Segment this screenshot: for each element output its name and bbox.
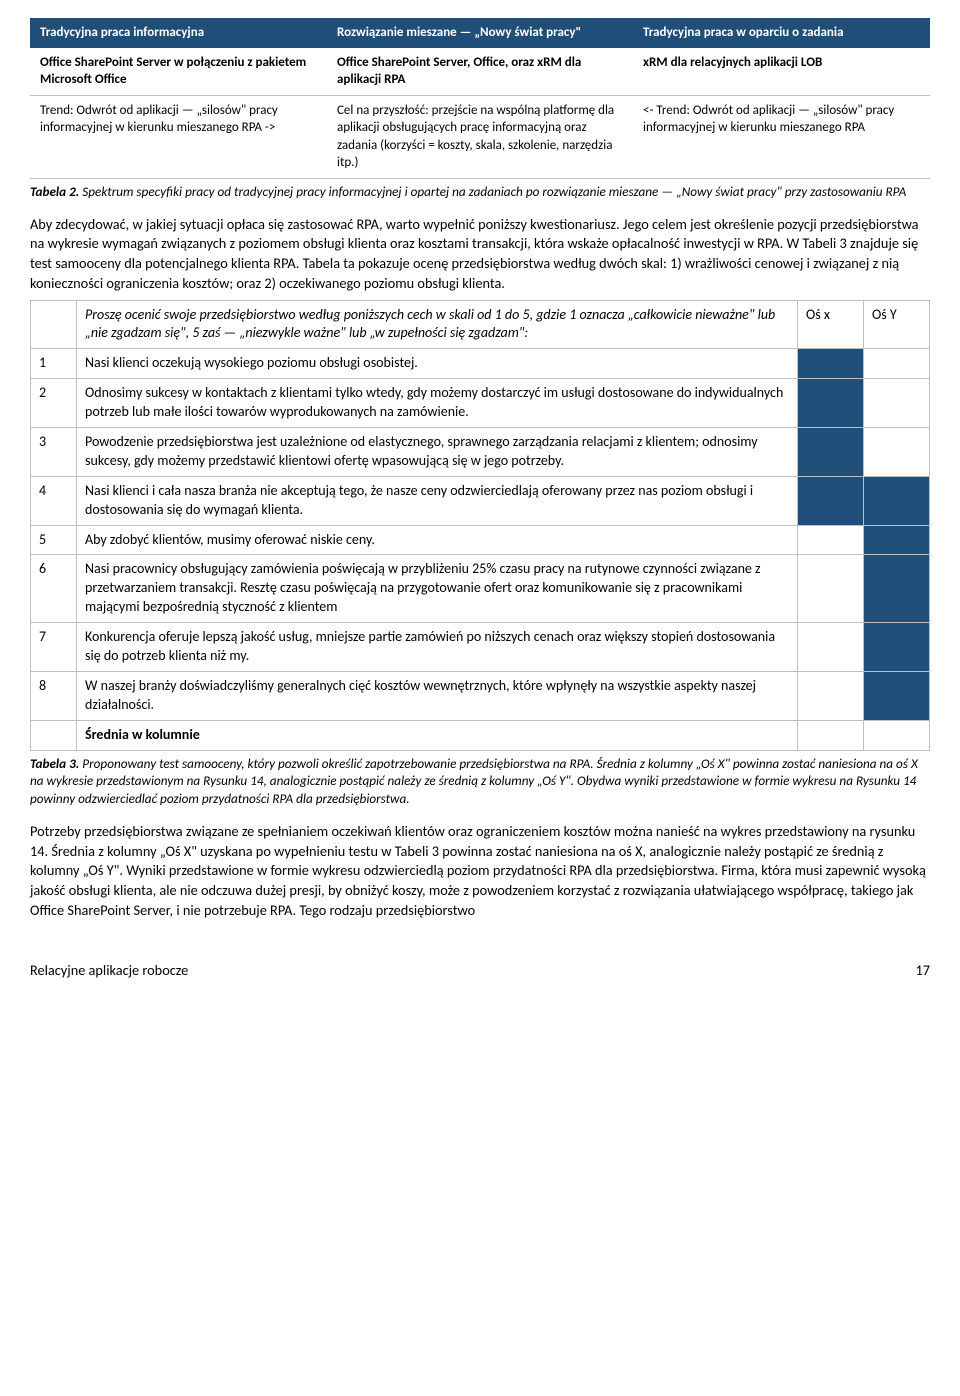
- tbl2-h3: Tradycyjna praca w oparciu o zadania: [633, 18, 930, 48]
- tbl3-row-text: W naszej branży doświadczyliśmy generaln…: [77, 671, 798, 720]
- tbl3-row-num: 5: [31, 525, 77, 555]
- tbl2-h1: Tradycyjna praca informacyjna: [30, 18, 327, 48]
- tbl3-avg-x: [798, 720, 864, 750]
- tbl3-row-x: [798, 525, 864, 555]
- caption-label: Tabela 2.: [30, 183, 79, 200]
- tbl2-r2c3: <- Trend: Odwrót od aplikacji — „silosów…: [633, 95, 930, 178]
- tbl3-row-text: Powodzenie przedsiębiorstwa jest uzależn…: [77, 427, 798, 476]
- tbl2-r2c2: Cel na przyszłość: przejście na wspólną …: [327, 95, 633, 178]
- tbl3-row-x: [798, 555, 864, 623]
- tbl3-blank: [31, 300, 77, 349]
- tbl3-row-text: Nasi klienci oczekują wysokiego poziomu …: [77, 349, 798, 379]
- tbl3-row-num: 8: [31, 671, 77, 720]
- caption-rest: Spektrum specyfiki pracy od tradycyjnej …: [79, 183, 906, 200]
- tbl3-intro: Proszę ocenić swoje przedsiębiorstwo wed…: [77, 300, 798, 349]
- tbl3-row-text: Aby zdobyć klientów, musimy oferować nis…: [77, 525, 798, 555]
- tbl3-row-x: [798, 349, 864, 379]
- tbl3-row-x: [798, 671, 864, 720]
- paragraph-1: Aby zdecydować, w jakiej sytuacji opłaca…: [30, 215, 930, 294]
- tbl3-row-num: 1: [31, 349, 77, 379]
- tbl2-r1c2: Office SharePoint Server, Office, oraz x…: [327, 48, 633, 96]
- tbl3-row-x: [798, 379, 864, 428]
- tbl3-avg: Średnia w kolumnie: [77, 720, 798, 750]
- tbl3-row-num: 7: [31, 623, 77, 672]
- table-2: Tradycyjna praca informacyjna Rozwiązani…: [30, 18, 930, 179]
- tbl3-row-text: Nasi pracownicy obsługujący zamówienia p…: [77, 555, 798, 623]
- tbl3-row-y: [864, 476, 930, 525]
- tbl3-row-x: [798, 476, 864, 525]
- tbl3-row-y: [864, 427, 930, 476]
- tbl3-avg-blank: [31, 720, 77, 750]
- tbl3-row-text: Odnosimy sukcesy w kontaktach z klientam…: [77, 379, 798, 428]
- tbl3-row-text: Nasi klienci i cała nasza branża nie akc…: [77, 476, 798, 525]
- tbl3-row-num: 6: [31, 555, 77, 623]
- tbl3-axx: Oś x: [798, 300, 864, 349]
- tbl3-row-y: [864, 349, 930, 379]
- tbl3-row-y: [864, 379, 930, 428]
- tbl3-row-x: [798, 623, 864, 672]
- tbl3-row-num: 3: [31, 427, 77, 476]
- tbl2-r2c1: Trend: Odwrót od aplikacji — „silosów" p…: [30, 95, 327, 178]
- table-2-caption: Tabela 2. Spektrum specyfiki pracy od tr…: [30, 183, 930, 201]
- tbl3-row-y: [864, 623, 930, 672]
- tbl3-row-y: [864, 555, 930, 623]
- tbl3-row-y: [864, 671, 930, 720]
- paragraph-2: Potrzeby przedsiębiorstwa związane ze sp…: [30, 822, 930, 921]
- table-3-caption: Tabela 3. Proponowany test samooceny, kt…: [30, 755, 930, 808]
- page-footer: Relacyjne aplikacje robocze 17: [30, 961, 930, 980]
- footer-page: 17: [916, 961, 931, 980]
- tbl3-row-x: [798, 427, 864, 476]
- tbl2-h2: Rozwiązanie mieszane — „Nowy świat pracy…: [327, 18, 633, 48]
- tbl2-r1c3: xRM dla relacyjnych aplikacji LOB: [633, 48, 930, 96]
- tbl3-row-text: Konkurencja oferuje lepszą jakość usług,…: [77, 623, 798, 672]
- tbl2-r1c1: Office SharePoint Server w połączeniu z …: [30, 48, 327, 96]
- caption-label: Tabela 3.: [30, 755, 79, 772]
- tbl3-avg-y: [864, 720, 930, 750]
- caption-rest: Proponowany test samooceny, który pozwol…: [30, 755, 918, 808]
- table-3: Proszę ocenić swoje przedsiębiorstwo wed…: [30, 300, 930, 751]
- tbl3-row-num: 2: [31, 379, 77, 428]
- tbl3-row-y: [864, 525, 930, 555]
- footer-left: Relacyjne aplikacje robocze: [30, 961, 188, 980]
- tbl3-row-num: 4: [31, 476, 77, 525]
- tbl3-axy: Oś Y: [864, 300, 930, 349]
